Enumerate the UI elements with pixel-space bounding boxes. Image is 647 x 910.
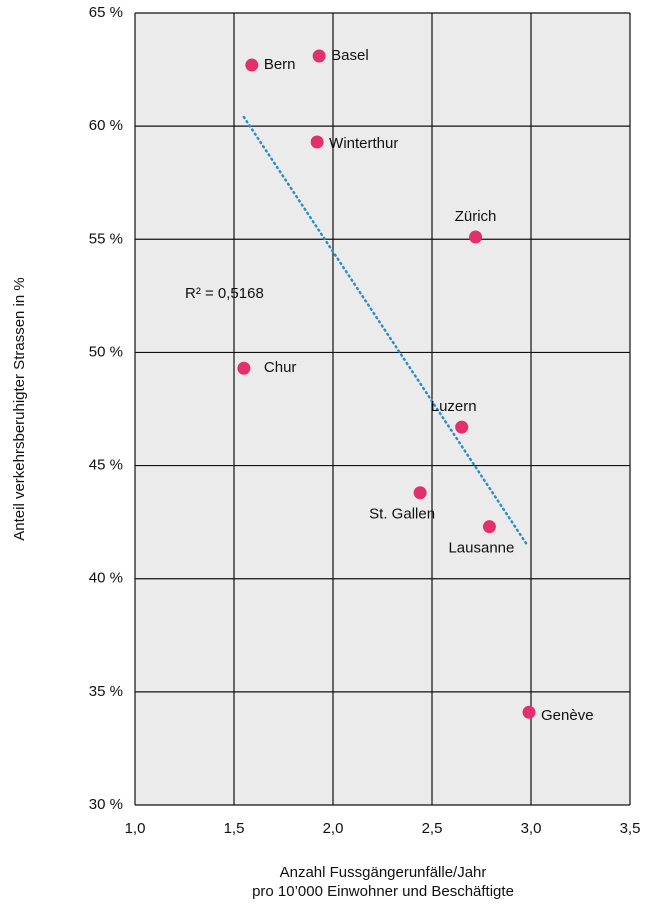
point <box>413 486 427 500</box>
y-axis-label: Anteil verkehrsberuhigter Strassen in % <box>11 277 28 540</box>
trendline-label: R² = 0,5168 <box>185 285 264 302</box>
x-tick-label: 2,0 <box>323 820 344 837</box>
point <box>245 58 259 72</box>
x-tick-label: 1,5 <box>224 820 245 837</box>
y-tick-label: 60 % <box>89 117 123 134</box>
point-label: Zürich <box>455 208 497 225</box>
point-label: Luzern <box>431 398 477 415</box>
y-tick-label: 40 % <box>89 570 123 587</box>
x-tick-label: 2,5 <box>422 820 443 837</box>
point <box>237 361 251 375</box>
point <box>455 420 469 434</box>
point-label: Bern <box>264 56 296 73</box>
y-tick-label: 35 % <box>89 683 123 700</box>
point-label: Lausanne <box>448 540 514 557</box>
x-tick-label: 3,5 <box>620 820 641 837</box>
trendline <box>242 115 529 547</box>
plot-area <box>135 13 630 805</box>
x-tick-label: 3,0 <box>521 820 542 837</box>
point-label: Chur <box>264 359 297 376</box>
point-label: Genève <box>541 707 594 724</box>
point <box>522 705 536 719</box>
y-tick-label: 65 % <box>89 4 123 21</box>
point <box>312 49 326 63</box>
x-tick-label: 1,0 <box>125 820 146 837</box>
y-tick-label: 30 % <box>89 796 123 813</box>
point <box>310 135 324 149</box>
x-axis-label: Anzahl Fussgängerunfälle/Jahr <box>280 864 487 881</box>
point-label: Winterthur <box>329 135 398 152</box>
x-axis-label: pro 10’000 Einwohner und Beschäftigte <box>252 883 514 900</box>
y-tick-label: 45 % <box>89 457 123 474</box>
y-tick-label: 50 % <box>89 343 123 360</box>
y-tick-label: 55 % <box>89 230 123 247</box>
point <box>482 520 496 534</box>
point <box>469 230 483 244</box>
point-label: St. Gallen <box>369 506 435 523</box>
point-label: Basel <box>331 47 369 64</box>
